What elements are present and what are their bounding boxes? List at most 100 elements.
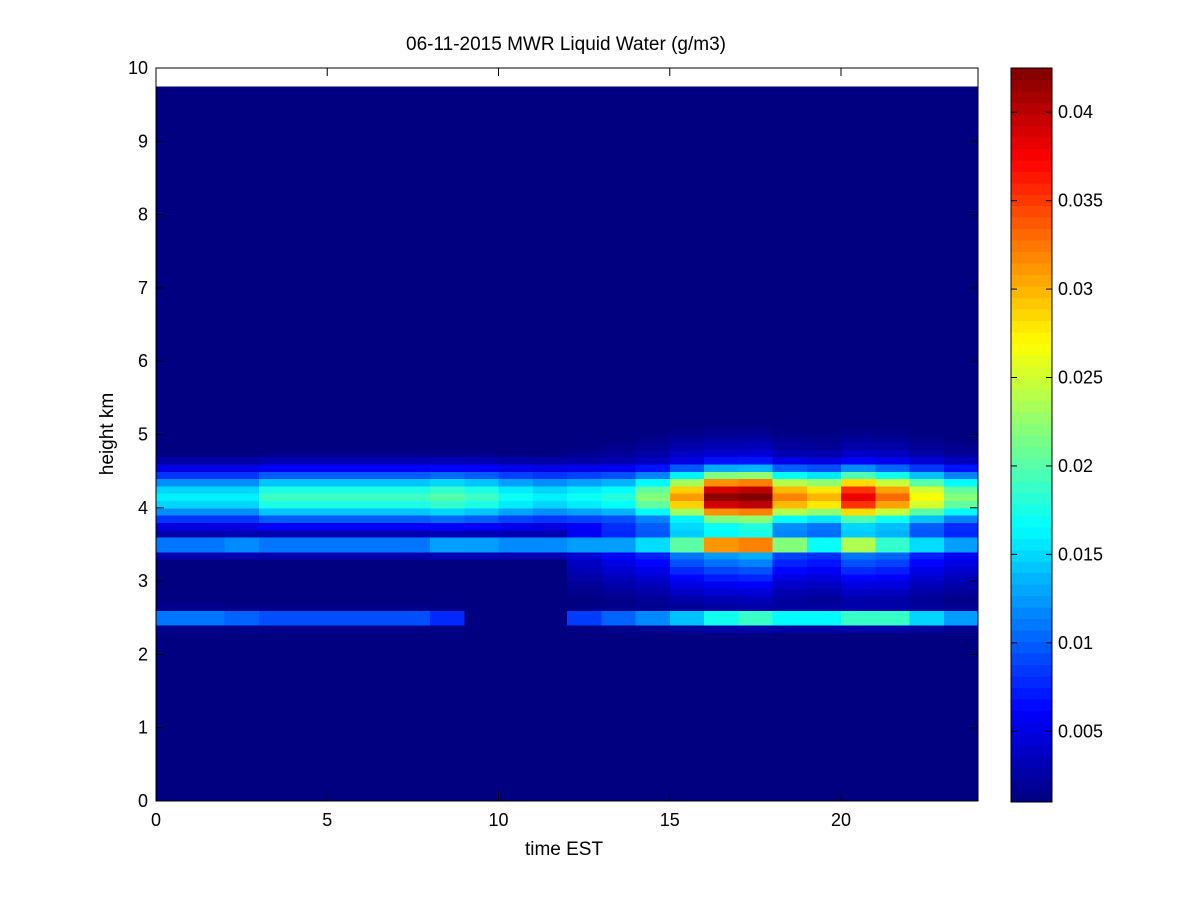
- heatmap-cell: [532, 89, 568, 98]
- heatmap-cell: [224, 713, 260, 721]
- heatmap-cell: [567, 771, 602, 780]
- heatmap-cell: [395, 617, 431, 626]
- heatmap-cell: [635, 97, 671, 106]
- heatmap-cell: [772, 537, 808, 546]
- heatmap-cell: [909, 566, 945, 575]
- heatmap-cell: [464, 361, 500, 370]
- heatmap-cell: [943, 537, 979, 546]
- heatmap-cell: [909, 155, 945, 164]
- heatmap-cell: [532, 485, 568, 494]
- heatmap-cell: [601, 515, 637, 524]
- heatmap-cell: [635, 214, 671, 223]
- heatmap-cell: [704, 419, 739, 428]
- heatmap-cell: [258, 331, 294, 340]
- heatmap-cell: [909, 478, 945, 487]
- heatmap-cell: [327, 236, 363, 245]
- heatmap-cell: [738, 493, 774, 502]
- heatmap-cell: [601, 456, 637, 465]
- heatmap-cell: [875, 771, 911, 780]
- heatmap-cell: [704, 287, 739, 296]
- heatmap-cell: [738, 669, 774, 677]
- heatmap-cell: [532, 258, 568, 267]
- heatmap-cell: [395, 119, 431, 128]
- heatmap-cell: [430, 786, 465, 795]
- heatmap-cell: [943, 588, 979, 597]
- heatmap-cell: [224, 705, 260, 714]
- heatmap-cell: [909, 786, 945, 795]
- heatmap-cell: [601, 749, 637, 758]
- heatmap-cell: [327, 588, 363, 597]
- heatmap-cell: [601, 793, 637, 802]
- heatmap-cell: [806, 691, 842, 699]
- heatmap-cell: [704, 427, 739, 436]
- heatmap-cell: [909, 104, 945, 113]
- heatmap-cell: [635, 551, 671, 560]
- heatmap-cell: [395, 441, 431, 450]
- heatmap-cell: [430, 471, 465, 480]
- heatmap-cell: [909, 412, 945, 421]
- heatmap-cell: [156, 287, 191, 296]
- heatmap-cell: [156, 456, 191, 465]
- heatmap-cell: [190, 764, 226, 773]
- heatmap-cell: [669, 133, 705, 142]
- heatmap-cell: [635, 676, 671, 685]
- heatmap-cell: [327, 170, 363, 179]
- heatmap-cell: [464, 199, 500, 208]
- heatmap-cell: [943, 566, 979, 575]
- heatmap-cell: [567, 236, 602, 245]
- heatmap-cell: [909, 126, 945, 135]
- heatmap-cell: [841, 405, 876, 414]
- heatmap-cell: [704, 317, 739, 326]
- heatmap-cell: [395, 302, 431, 311]
- heatmap-cell: [258, 383, 294, 392]
- heatmap-cell: [943, 361, 979, 370]
- heatmap-cell: [635, 155, 671, 164]
- heatmap-cell: [567, 676, 602, 685]
- heatmap-cell: [601, 280, 637, 289]
- heatmap-cell: [738, 779, 774, 787]
- heatmap-cell: [361, 478, 397, 487]
- heatmap-cell: [772, 229, 808, 238]
- heatmap-cell: [327, 720, 363, 729]
- heatmap-cell: [532, 199, 568, 208]
- heatmap-cell: [395, 148, 431, 157]
- heatmap-cell: [395, 280, 431, 289]
- heatmap-cell: [841, 456, 876, 465]
- heatmap-cell: [498, 449, 534, 458]
- heatmap-cell: [772, 595, 808, 604]
- heatmap-cell: [943, 698, 979, 707]
- heatmap-cell: [361, 471, 397, 480]
- heatmap-cell: [943, 353, 979, 362]
- heatmap-cell: [464, 243, 500, 252]
- heatmap-cell: [601, 500, 637, 509]
- heatmap-cell: [704, 383, 739, 392]
- heatmap-cell: [567, 111, 602, 120]
- heatmap-cell: [498, 698, 534, 707]
- heatmap-cell: [327, 273, 363, 282]
- heatmap-cell: [601, 97, 637, 106]
- heatmap-cell: [875, 368, 911, 377]
- heatmap-cell: [909, 617, 945, 626]
- heatmap-cell: [293, 199, 328, 208]
- heatmap-cell: [567, 617, 602, 626]
- heatmap-cell: [772, 405, 808, 414]
- heatmap-cell: [532, 192, 568, 201]
- y-tick-label: 0: [138, 791, 148, 811]
- y-tick-label: 4: [138, 498, 148, 518]
- heatmap-cell: [909, 632, 945, 641]
- heatmap-cell: [327, 104, 363, 113]
- colorbar-step: [1011, 136, 1052, 149]
- heatmap-cell: [430, 119, 465, 128]
- heatmap-cell: [567, 390, 602, 399]
- heatmap-cell: [875, 522, 911, 531]
- heatmap-cell: [430, 610, 465, 619]
- heatmap-cell: [464, 346, 500, 355]
- heatmap-cell: [327, 727, 363, 736]
- heatmap-cell: [156, 625, 191, 634]
- heatmap-cell: [669, 434, 705, 443]
- heatmap-cell: [361, 353, 397, 362]
- heatmap-cell: [601, 507, 637, 516]
- heatmap-cell: [669, 720, 705, 729]
- heatmap-cell: [361, 89, 397, 98]
- heatmap-cell: [395, 757, 431, 765]
